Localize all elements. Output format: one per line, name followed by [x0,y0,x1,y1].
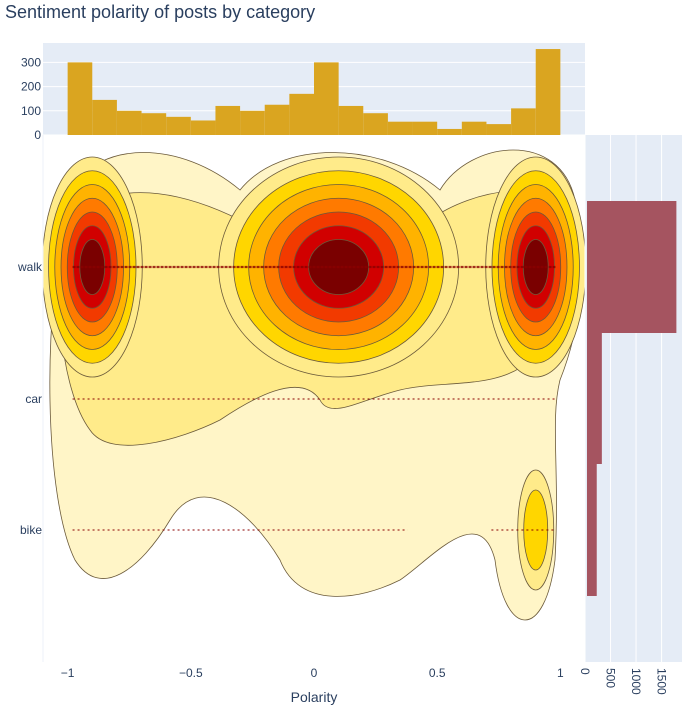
top-histogram-bar [387,121,413,135]
top-y-tick-label: 200 [21,80,41,94]
chart-title: Sentiment polarity of posts by category [5,2,315,22]
top-histogram-bars [67,49,561,136]
top-histogram-bar [141,113,167,135]
right-histogram-bar [587,333,602,464]
right-histogram-x-ticks: 0 500 1000 1500 [578,668,669,695]
right-x-tick-label: 500 [604,668,618,688]
density-contour-area [43,149,585,621]
top-histogram-bar [314,62,339,135]
top-histogram-bar [215,105,241,135]
right-x-tick-label: 0 [578,668,592,675]
density-contours [43,149,585,621]
top-histogram-bar [264,104,290,135]
category-axis-labels: walk car bike [17,260,43,537]
top-histogram-y-ticks: 0 100 200 300 [21,55,41,142]
x-tick-label: −0.5 [179,666,203,680]
x-tick-label: 0 [311,666,318,680]
top-y-tick-label: 300 [21,55,41,69]
top-histogram-bar [166,116,191,135]
top-histogram-bar [289,93,314,135]
top-histogram-bar [363,113,388,135]
category-label: car [25,392,42,406]
top-histogram-bar [412,121,438,135]
top-histogram-bar [486,124,512,135]
top-histogram-bar [67,62,93,135]
right-x-tick-label: 1500 [655,668,669,695]
top-histogram-bar [461,121,487,135]
top-histogram-bar [437,128,462,135]
top-y-tick-label: 100 [21,104,41,118]
top-histogram-bar [190,120,216,135]
top-histogram-bar [338,105,364,135]
top-histogram-bar [92,99,117,135]
top-histogram-bar [511,108,536,135]
x-axis-title: Polarity [291,689,338,705]
right-histogram-bar [587,464,597,596]
top-histogram-bar [535,49,561,136]
x-axis-ticks: −1 −0.5 0 0.5 1 [61,666,564,680]
category-label: walk [17,260,43,274]
category-label: bike [20,523,42,537]
x-tick-label: 0.5 [429,666,446,680]
top-histogram-bar [116,110,142,135]
scatter-points [72,265,556,531]
right-histogram-bars [587,201,677,596]
right-histogram-bar [587,201,677,333]
top-y-tick-label: 0 [34,128,41,142]
x-tick-label: −1 [61,666,75,680]
right-x-tick-label: 1000 [629,668,643,695]
x-tick-label: 1 [557,666,564,680]
top-histogram-bar [240,110,265,135]
